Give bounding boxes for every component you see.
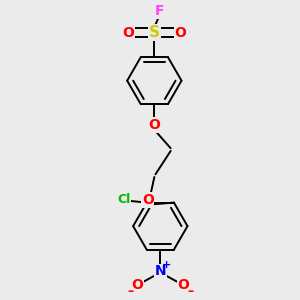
Text: –: – [187,285,193,298]
Text: O: O [142,193,154,207]
Text: +: + [162,260,172,270]
Text: O: O [177,278,189,292]
Text: N: N [154,264,166,278]
Text: S: S [149,25,160,40]
Text: O: O [122,26,134,40]
Text: O: O [148,118,160,132]
Text: –: – [128,285,134,298]
Text: Cl: Cl [117,194,130,206]
Text: O: O [175,26,186,40]
Text: O: O [132,278,143,292]
Text: F: F [155,4,164,18]
